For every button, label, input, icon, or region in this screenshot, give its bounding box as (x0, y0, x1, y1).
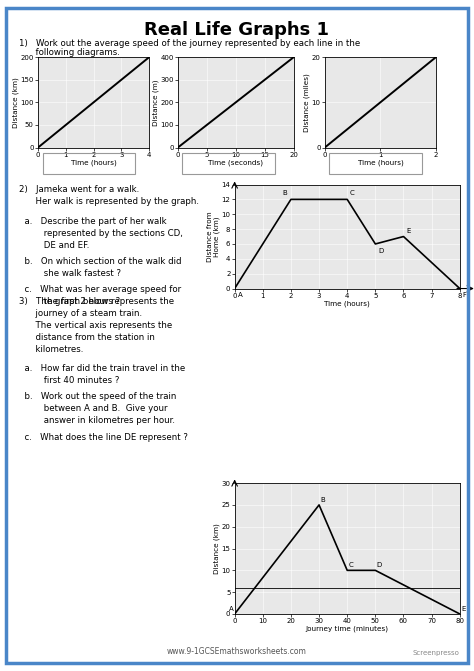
Text: D: D (377, 562, 382, 568)
Text: c.   What does the line DE represent ?: c. What does the line DE represent ? (19, 433, 188, 442)
Text: www.9-1GCSEmathsworksheets.com: www.9-1GCSEmathsworksheets.com (167, 648, 307, 656)
X-axis label: Journey time (minutes): Journey time (minutes) (306, 625, 389, 632)
Text: Real Life Graphs 1: Real Life Graphs 1 (145, 21, 329, 40)
Text: 1)   Work out the average speed of the journey represented by each line in the: 1) Work out the average speed of the jou… (19, 39, 360, 48)
Text: between A and B.  Give your: between A and B. Give your (19, 404, 167, 413)
Text: first 40 minutes ?: first 40 minutes ? (19, 376, 119, 384)
Text: Screenpresso: Screenpresso (413, 650, 460, 656)
Text: distance from the station in: distance from the station in (19, 333, 155, 342)
Y-axis label: Distance (miles): Distance (miles) (304, 73, 310, 132)
Text: F: F (463, 292, 466, 298)
Text: C: C (350, 191, 355, 197)
Text: a.   How far did the train travel in the: a. How far did the train travel in the (19, 364, 185, 372)
Text: 3)   The graph below represents the: 3) The graph below represents the (19, 297, 174, 305)
Text: A: A (229, 606, 234, 612)
Text: she walk fastest ?: she walk fastest ? (19, 269, 121, 278)
Text: following diagrams.: following diagrams. (19, 48, 120, 57)
Y-axis label: Distance (km): Distance (km) (12, 77, 19, 127)
Text: a.   Describe the part of her walk: a. Describe the part of her walk (19, 217, 166, 225)
X-axis label: Time (hours): Time (hours) (357, 159, 403, 166)
Text: DE and EF.: DE and EF. (19, 241, 89, 250)
Text: B: B (283, 191, 287, 197)
Text: E: E (406, 227, 410, 234)
Text: D: D (378, 248, 383, 254)
Text: B: B (320, 497, 325, 503)
Text: C: C (348, 562, 353, 568)
Text: c.   What was her average speed for: c. What was her average speed for (19, 285, 181, 294)
Text: 2)   Jameka went for a walk.: 2) Jameka went for a walk. (19, 185, 139, 193)
Text: The vertical axis represents the: The vertical axis represents the (19, 321, 172, 329)
Y-axis label: Distance (m): Distance (m) (152, 79, 159, 125)
Text: b.   Work out the speed of the train: b. Work out the speed of the train (19, 392, 176, 401)
Text: represented by the sections CD,: represented by the sections CD, (19, 229, 183, 238)
Text: the first 2 hours ?: the first 2 hours ? (19, 297, 120, 306)
X-axis label: Time (seconds): Time (seconds) (208, 159, 264, 166)
Text: journey of a steam train.: journey of a steam train. (19, 309, 142, 317)
X-axis label: Time (hours): Time (hours) (324, 300, 370, 307)
Y-axis label: Distance (km): Distance (km) (214, 523, 220, 574)
Text: Her walk is represented by the graph.: Her walk is represented by the graph. (19, 197, 199, 205)
Text: answer in kilometres per hour.: answer in kilometres per hour. (19, 416, 175, 425)
X-axis label: Time (hours): Time (hours) (71, 159, 117, 166)
Text: A: A (237, 292, 242, 298)
Text: E: E (461, 606, 465, 612)
Text: kilometres.: kilometres. (19, 345, 83, 354)
Text: b.   On which section of the walk did: b. On which section of the walk did (19, 257, 182, 266)
Y-axis label: Distance from
Home (km): Distance from Home (km) (207, 211, 220, 262)
